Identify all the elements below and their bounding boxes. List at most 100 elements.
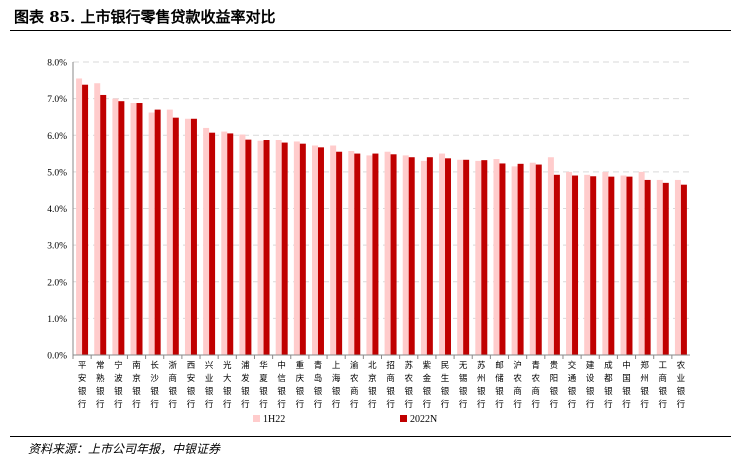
bar-1H22: [584, 174, 591, 355]
bar-1H22: [311, 145, 318, 355]
bar-2022N: [190, 118, 197, 355]
bar-2022N: [662, 182, 669, 355]
x-tick-label: 招商银行: [386, 360, 395, 410]
bar-1H22: [420, 160, 427, 355]
bar-1H22: [203, 127, 210, 355]
y-tick-label: 2.0%: [47, 278, 67, 288]
x-tick-label: 平安银行: [78, 361, 87, 410]
y-tick-label: 6.0%: [47, 132, 67, 142]
x-tick-label: 沪农商行: [513, 360, 522, 410]
bar-2022N: [590, 176, 597, 355]
bar-2022N: [136, 103, 143, 356]
bar-2022N: [553, 174, 560, 355]
x-tick-label: 苏州银行: [477, 360, 486, 410]
bar-2022N: [499, 163, 506, 355]
x-tick-label: 上海银行: [332, 361, 341, 410]
bar-2022N: [354, 153, 361, 355]
bar-1H22: [674, 179, 681, 355]
bar-2022N: [299, 143, 306, 355]
y-tick-label: 5.0%: [47, 168, 67, 178]
legend-swatch-2022N: [400, 415, 407, 422]
bar-2022N: [408, 157, 415, 355]
bar-1H22: [275, 140, 282, 355]
y-tick-label: 1.0%: [47, 315, 67, 325]
source-note: 资料来源：上市公司年报，中银证券: [28, 442, 221, 456]
bar-1H22: [529, 162, 536, 355]
x-tick-label: 中国银行: [622, 360, 631, 410]
bar-2022N: [372, 153, 379, 355]
x-tick-label: 浙商银行: [169, 360, 178, 410]
x-tick-label: 西安银行: [187, 361, 196, 410]
y-tick-label: 4.0%: [47, 205, 67, 215]
bar-1H22: [148, 112, 155, 355]
y-tick-label: 0.0%: [47, 352, 67, 362]
bar-1H22: [257, 140, 264, 355]
x-tick-label: 青农商行: [531, 360, 540, 410]
x-tick-label: 常熟银行: [96, 360, 105, 410]
bar-1H22: [602, 171, 609, 355]
x-tick-label: 交通银行: [568, 360, 577, 410]
y-tick-label: 8.0%: [47, 59, 67, 69]
x-tick-label: 建设银行: [586, 360, 595, 410]
x-tick-label: 长沙银行: [150, 360, 159, 410]
bar-2022N: [626, 176, 633, 355]
x-tick-label: 北京银行: [368, 361, 377, 410]
bar-1H22: [130, 103, 137, 356]
bar-1H22: [166, 109, 173, 355]
x-tick-label: 宁波银行: [114, 360, 123, 410]
x-tick-label: 青岛银行: [314, 360, 323, 410]
x-tick-label: 民生银行: [441, 361, 450, 410]
bar-2022N: [390, 154, 397, 355]
bar-2022N: [535, 164, 542, 355]
bar-2022N: [100, 94, 107, 356]
bar-2022N: [154, 109, 161, 355]
bar-2022N: [445, 158, 452, 355]
x-tick-label: 重庆银行: [296, 360, 305, 410]
bar-2022N: [463, 159, 470, 355]
x-tick-label: 渝农商行: [350, 360, 359, 410]
bar-1H22: [656, 179, 663, 355]
x-tick-label: 中信银行: [277, 360, 286, 410]
bar-2022N: [281, 142, 288, 355]
bar-1H22: [402, 155, 409, 355]
legend-label: 1H22: [263, 414, 285, 425]
bar-1H22: [239, 134, 246, 355]
bar-2022N: [680, 184, 687, 355]
x-tick-label: 南京银行: [132, 360, 141, 410]
bar-2022N: [82, 84, 89, 356]
bar-1H22: [366, 155, 373, 355]
x-tick-label: 苏农银行: [404, 360, 413, 410]
figure-title: 图表 85. 上市银行零售贷款收益率对比: [14, 8, 276, 26]
bar-1H22: [348, 150, 355, 355]
legend-label: 2022N: [410, 414, 437, 425]
y-tick-label: 7.0%: [47, 95, 67, 105]
y-tick-label: 3.0%: [47, 242, 67, 252]
bar-2022N: [209, 132, 216, 355]
x-tick-label: 紫金银行: [423, 361, 432, 410]
bar-1H22: [384, 151, 391, 355]
x-tick-label: 郑州银行: [640, 360, 649, 410]
bar-1H22: [620, 175, 627, 355]
bar-1H22: [547, 157, 554, 355]
x-tick-label: 邮储银行: [495, 360, 504, 410]
bar-2022N: [572, 175, 579, 355]
bar-2022N: [263, 140, 270, 355]
bar-1H22: [457, 159, 464, 355]
bar-1H22: [439, 153, 446, 355]
bar-2022N: [426, 157, 433, 355]
x-tick-label: 成都银行: [604, 360, 613, 410]
legend-swatch-1H22: [253, 415, 260, 422]
source-divider: [10, 436, 731, 437]
bar-2022N: [608, 176, 615, 355]
x-tick-label: 工商银行: [659, 361, 668, 410]
title-divider: [10, 30, 731, 31]
x-tick-label: 浦发银行: [241, 360, 250, 410]
x-tick-label: 农业银行: [677, 360, 686, 410]
bar-2022N: [644, 179, 651, 355]
bar-1H22: [184, 118, 191, 355]
bar-2022N: [517, 163, 524, 355]
bar-1H22: [511, 166, 518, 355]
x-tick-label: 华夏银行: [259, 360, 268, 410]
bar-1H22: [94, 83, 101, 356]
bar-1H22: [76, 78, 83, 355]
